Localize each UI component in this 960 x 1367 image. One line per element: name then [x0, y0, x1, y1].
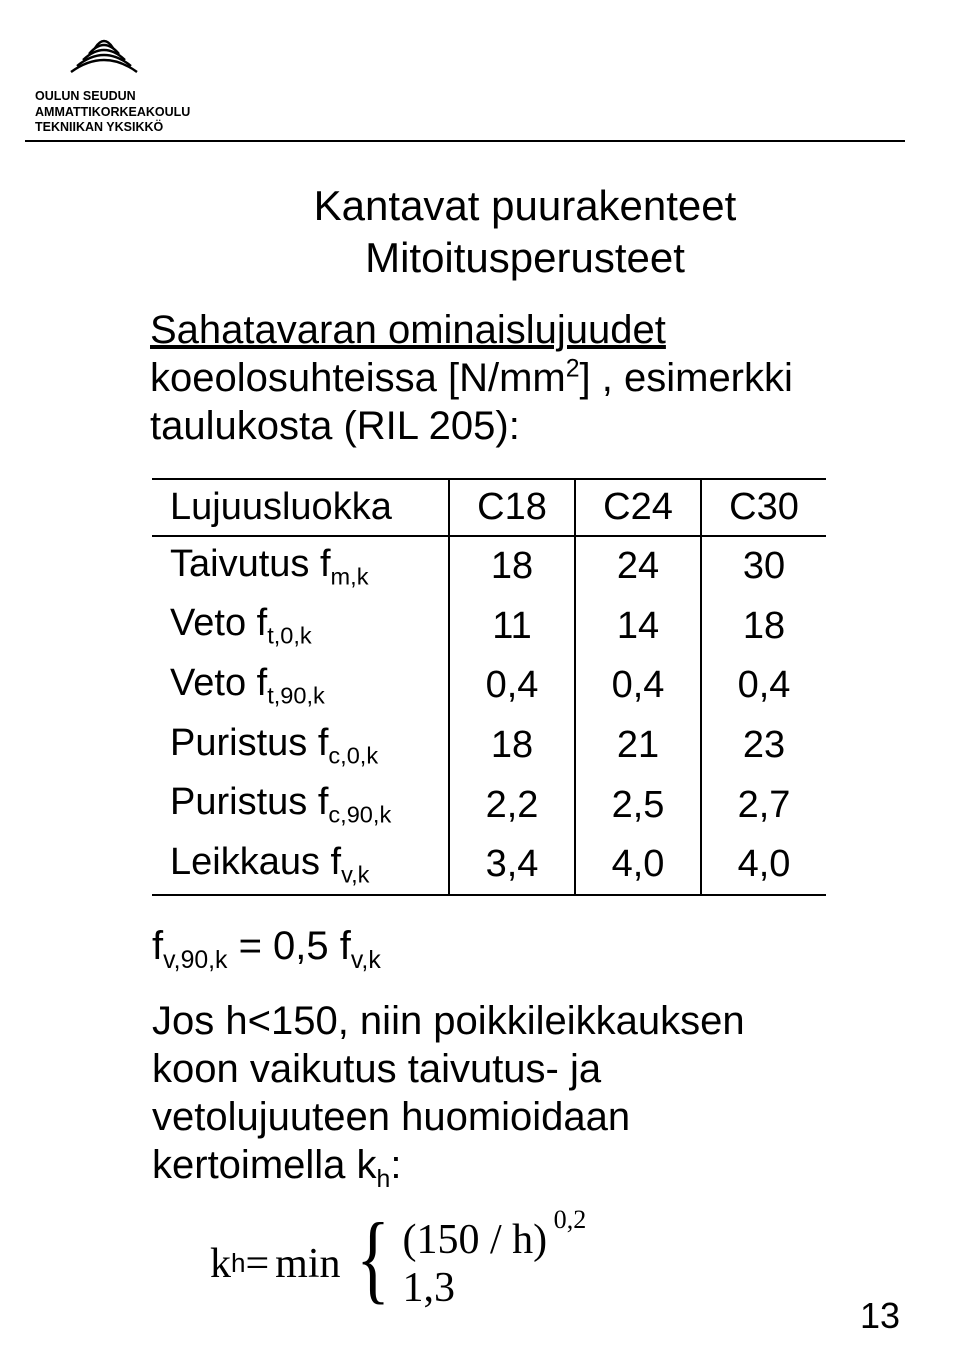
table-cell: 4,0	[701, 835, 826, 896]
org-line-2: AMMATTIKORKEAKOULU	[35, 105, 900, 121]
table-cell: 11	[449, 596, 575, 656]
table-header-row: Lujuusluokka C18 C24 C30	[152, 479, 826, 536]
table-header-label: Lujuusluokka	[152, 479, 449, 536]
shear-relation: fv,90,k = 0,5 fv,k	[152, 924, 900, 975]
table-cell-label: Veto ft,90,k	[152, 656, 449, 716]
table-cell: 4,0	[575, 835, 701, 896]
table-cell: 24	[575, 536, 701, 597]
table-cell: 2,2	[449, 775, 575, 835]
table-row: Puristus fc,90,k 2,2 2,5 2,7	[152, 775, 826, 835]
table-row: Taivutus fm,k 18 24 30	[152, 536, 826, 597]
table-cell: 23	[701, 716, 826, 776]
table-cell: 2,5	[575, 775, 701, 835]
table-cell: 18	[701, 596, 826, 656]
table-cell: 0,4	[575, 656, 701, 716]
org-logo	[65, 30, 900, 83]
table-cell: 3,4	[449, 835, 575, 896]
intro-sup: 2	[566, 356, 580, 383]
org-name: OULUN SEUDUN AMMATTIKORKEAKOULU TEKNIIKA…	[35, 89, 900, 136]
table-cell-label: Puristus fc,0,k	[152, 716, 449, 776]
table-cell: 0,4	[449, 656, 575, 716]
table-row: Veto ft,90,k 0,4 0,4 0,4	[152, 656, 826, 716]
table-cell: 0,4	[701, 656, 826, 716]
formula-case-2: 1,3	[403, 1264, 587, 1312]
org-line-1: OULUN SEUDUN	[35, 89, 900, 105]
org-line-3: TEKNIIKAN YKSIKKÖ	[35, 120, 900, 136]
table-row: Veto ft,0,k 11 14 18	[152, 596, 826, 656]
page: OULUN SEUDUN AMMATTIKORKEAKOULU TEKNIIKA…	[0, 0, 960, 1367]
page-header: OULUN SEUDUN AMMATTIKORKEAKOULU TEKNIIKA…	[35, 30, 900, 142]
kh-formula: kh = min { (150 / h) 0,2 1,3	[210, 1215, 900, 1313]
page-title: Kantavat puurakenteet	[150, 182, 900, 230]
intro-underlined: Sahatavaran ominaislujuudet	[150, 308, 666, 352]
intro-rest-1: koeolosuhteissa [N/mm	[150, 356, 566, 400]
table-col-3: C30	[701, 479, 826, 536]
table-cell: 2,7	[701, 775, 826, 835]
table-cell-label: Veto ft,0,k	[152, 596, 449, 656]
table-cell: 14	[575, 596, 701, 656]
intro-paragraph: Sahatavaran ominaislujuudet koeolosuhtei…	[150, 306, 900, 450]
brace-icon: {	[356, 1223, 390, 1293]
table-cell: 18	[449, 536, 575, 597]
table-cell-label: Leikkaus fv,k	[152, 835, 449, 896]
page-subtitle: Mitoitusperusteet	[150, 234, 900, 282]
strength-table: Lujuusluokka C18 C24 C30 Taivutus fm,k 1…	[152, 478, 826, 897]
table-cell: 18	[449, 716, 575, 776]
table-row: Puristus fc,0,k 18 21 23	[152, 716, 826, 776]
table-col-1: C18	[449, 479, 575, 536]
table-cell-label: Puristus fc,90,k	[152, 775, 449, 835]
content: Kantavat puurakenteet Mitoitusperusteet …	[150, 182, 900, 1313]
table-row: Leikkaus fv,k 3,4 4,0 4,0	[152, 835, 826, 896]
table-cell: 30	[701, 536, 826, 597]
page-number: 13	[860, 1295, 900, 1337]
body-paragraph: Jos h<150, niin poikkileikkauksen koon v…	[152, 997, 832, 1195]
header-rule	[25, 140, 905, 142]
table-cell: 21	[575, 716, 701, 776]
formula-case-1: (150 / h) 0,2	[403, 1215, 587, 1264]
formula-cases: (150 / h) 0,2 1,3	[403, 1215, 587, 1313]
table-col-2: C24	[575, 479, 701, 536]
table-cell-label: Taivutus fm,k	[152, 536, 449, 597]
